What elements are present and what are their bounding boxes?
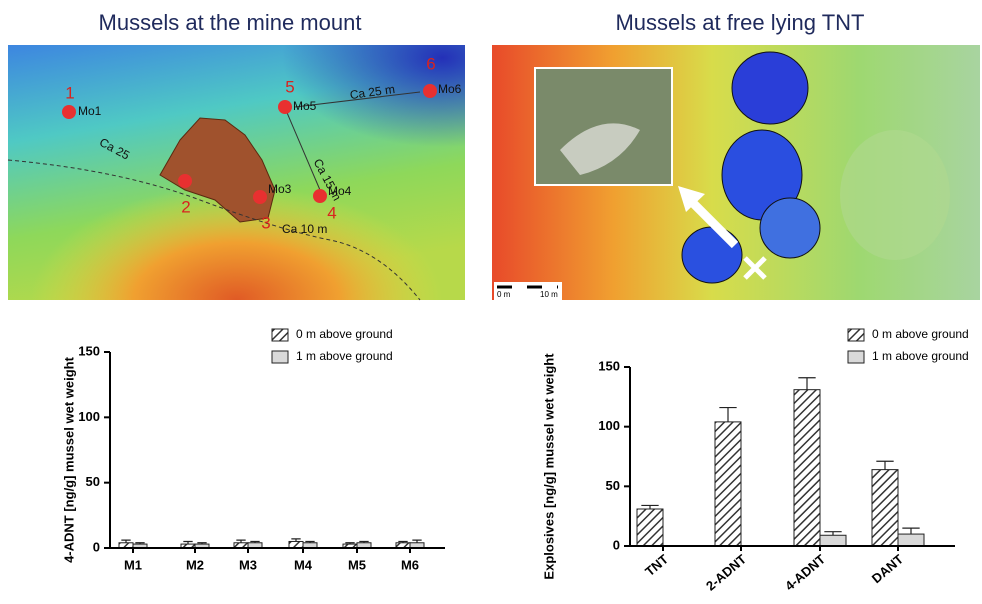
- map-label: 1: [65, 83, 74, 102]
- legend-label: 0 m above ground: [296, 327, 393, 341]
- bar: [897, 533, 925, 547]
- bar: [714, 421, 742, 547]
- x-tick-label: M4: [294, 557, 313, 572]
- error-bar: [345, 542, 355, 545]
- y-tick-label: 0: [93, 539, 100, 554]
- y-tick-label: 50: [606, 478, 620, 493]
- map-label: 2: [181, 197, 190, 216]
- legend-label: 1 m above ground: [872, 349, 969, 363]
- map-left: Mussels at the mine mount 1 2 3 4 5 6 Ca…: [7, 10, 465, 301]
- map-label: 5: [285, 77, 294, 96]
- y-tick-label: 100: [598, 418, 620, 433]
- x-tick-label: M1: [124, 557, 142, 572]
- y-tick-label: 150: [78, 343, 100, 358]
- map-title: Mussels at the mine mount: [99, 10, 362, 35]
- error-bar: [121, 539, 131, 543]
- y-axis-label: Explosives [ng/g] mussel wet weight: [541, 353, 556, 580]
- legend-swatch: [847, 350, 865, 364]
- scale-label: 0 m: [497, 290, 511, 299]
- error-bar: [135, 542, 145, 545]
- error-bar: [359, 540, 369, 543]
- map-label: Ca 10 m: [282, 222, 327, 236]
- map-label: 4: [327, 203, 336, 222]
- map-title: Mussels at free lying TNT: [615, 10, 864, 35]
- x-tick-label: 2-ADNT: [703, 551, 749, 593]
- legend-label: 0 m above ground: [872, 327, 969, 341]
- map-label: 3: [261, 213, 270, 232]
- error-bar: [183, 540, 193, 545]
- y-axis-label: 4-ADNT [ng/g] mussel wet weight: [61, 356, 76, 563]
- map-label: 6: [426, 54, 435, 73]
- bar: [871, 469, 899, 547]
- bar: [793, 389, 821, 547]
- y-tick-label: 150: [598, 358, 620, 373]
- legend-label: 1 m above ground: [296, 349, 393, 363]
- charts: 0 m above ground 1 m above ground 0 50 100 15…: [61, 327, 968, 593]
- legend-swatch: [271, 350, 289, 364]
- error-bar: [876, 460, 894, 470]
- error-bar: [197, 542, 207, 545]
- error-bar: [641, 504, 659, 510]
- x-tick-label: M3: [239, 557, 257, 572]
- bar: [819, 534, 847, 547]
- map-label: Mo3: [268, 182, 292, 196]
- error-bar: [236, 539, 246, 543]
- x-tick-label: M2: [186, 557, 204, 572]
- error-bar: [902, 527, 920, 535]
- map-label: Mo6: [438, 82, 462, 96]
- map-label: Mo5: [293, 99, 317, 113]
- x-tick-label: DANT: [869, 551, 906, 586]
- error-bar: [719, 406, 737, 422]
- map-label: Mo1: [78, 104, 102, 118]
- x-tick-label: TNT: [642, 551, 671, 579]
- x-tick-label: 4-ADNT: [782, 551, 828, 593]
- error-bar: [798, 377, 816, 390]
- bar: [636, 508, 664, 547]
- error-bar: [412, 539, 422, 543]
- error-bar: [250, 540, 260, 543]
- y-tick-label: 50: [86, 474, 100, 489]
- x-tick-label: M6: [401, 557, 419, 572]
- y-tick-label: 0: [613, 537, 620, 552]
- x-tick-label: M5: [348, 557, 366, 572]
- error-bar: [291, 538, 301, 542]
- map-right: Mussels at free lying TNT 0 m 10 m: [492, 10, 980, 300]
- legend-swatch: [847, 328, 865, 342]
- error-bar: [305, 540, 315, 543]
- legend-swatch: [271, 328, 289, 342]
- scale-label: 10 m: [540, 290, 558, 299]
- error-bar: [398, 540, 408, 543]
- map-label: Mo4: [328, 184, 352, 198]
- y-tick-label: 100: [78, 409, 100, 424]
- error-bar: [824, 531, 842, 536]
- map-label: Ca 25 m: [349, 82, 396, 102]
